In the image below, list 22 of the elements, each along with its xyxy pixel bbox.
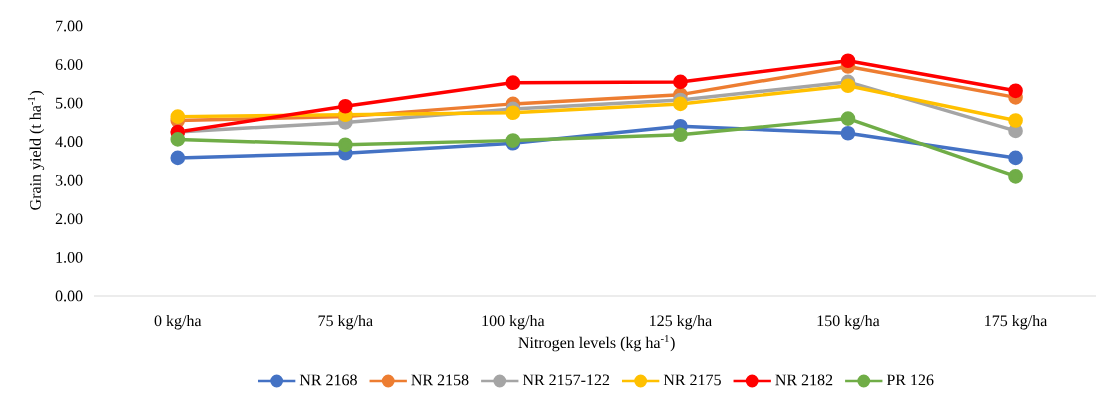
y-tick-label: 4.00	[55, 136, 83, 148]
y-tick-label: 6.00	[55, 59, 83, 71]
x-tick-label: 150 kg/ha	[817, 314, 880, 330]
legend-label: NR 2158	[411, 374, 469, 386]
legend-label: NR 2182	[775, 374, 833, 386]
legend-label: PR 126	[886, 374, 934, 386]
x-tick-label: 100 kg/ha	[482, 314, 545, 330]
y-axis-title: Grain yield (t ha$^{-1}$)	[27, 90, 45, 210]
x-tick-label: 0 kg/ha	[154, 314, 202, 330]
x-tick-label: 175 kg/ha	[985, 314, 1048, 330]
x-tick-label: 125 kg/ha	[650, 314, 712, 330]
y-tick-label: 0.00	[55, 290, 83, 302]
legend-label: NR 2168	[299, 374, 357, 386]
y-tick-label: 7.00	[56, 20, 83, 32]
y-tick-label: 2.00	[55, 213, 83, 225]
x-tick-label: 75 kg/ha	[318, 314, 373, 330]
legend-label: NR 2175	[663, 374, 721, 386]
y-tick-label: 1.00	[56, 251, 83, 263]
x-axis-title: Nitrogen levels (kg ha$^{-1}$)	[518, 335, 675, 352]
legend-label: NR 2157-122	[522, 374, 610, 386]
y-tick-label: 3.00	[55, 174, 83, 186]
y-tick-label: 5.00	[56, 97, 83, 109]
